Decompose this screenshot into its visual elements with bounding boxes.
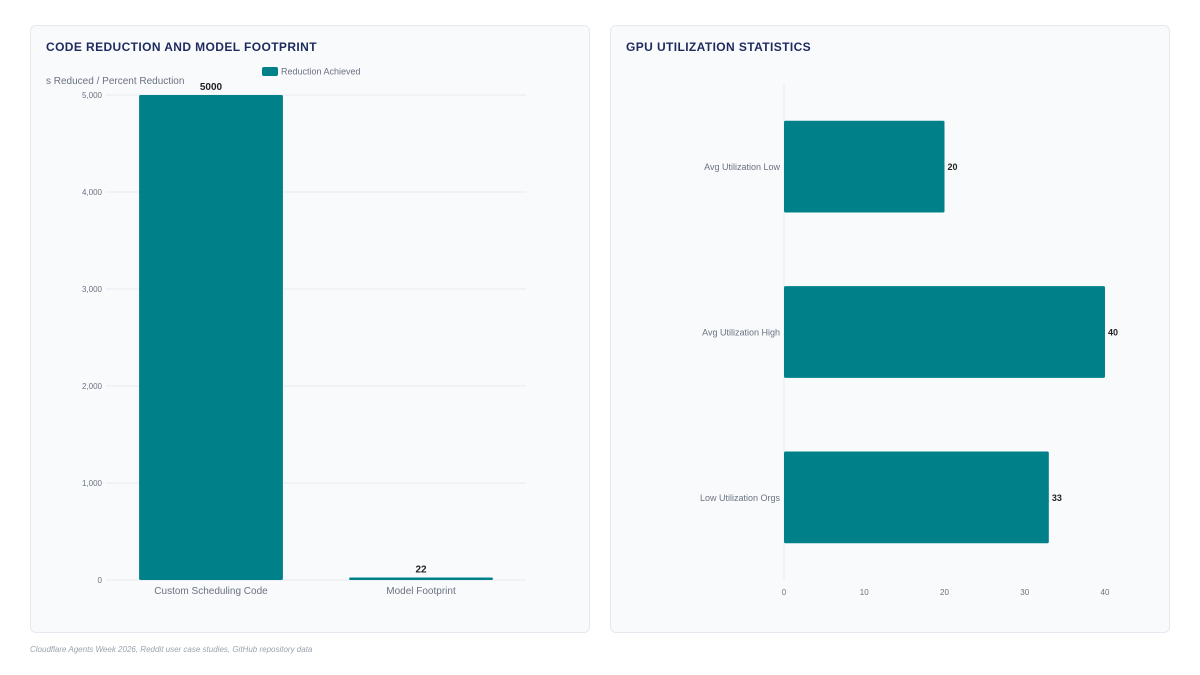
x-tick-label: 30 (1020, 588, 1029, 597)
x-tick-label: 0 (782, 588, 787, 597)
x-tick-label: Custom Scheduling Code (154, 586, 268, 597)
y-tick-label: 3,000 (82, 285, 103, 294)
bar (784, 286, 1105, 378)
panel-title: GPU UTILIZATION STATISTICS (626, 40, 812, 54)
x-tick-label: 20 (940, 588, 949, 597)
y-tick-label: Avg Utilization High (702, 328, 780, 338)
data-label: 5000 (200, 82, 223, 93)
code-reduction-bar-chart: 0 1,000 2,000 3,000 4,000 5,000 s Reduced / Pe… (46, 67, 526, 597)
legend-label: Reduction Achieved (281, 67, 361, 77)
bar (139, 95, 283, 580)
bar (784, 451, 1049, 544)
y-tick-label: 5,000 (82, 91, 103, 100)
data-label: 40 (1108, 328, 1118, 338)
y-tick-label: 0 (98, 576, 103, 585)
bar (349, 577, 493, 580)
y-tick-label: Avg Utilization Low (704, 162, 780, 172)
data-label: 22 (415, 565, 427, 576)
bar (784, 120, 945, 213)
x-tick-label: Model Footprint (386, 586, 456, 597)
data-label: 33 (1052, 493, 1062, 503)
y-tick-label: Low Utilization Orgs (700, 493, 781, 503)
y-axis-label: s Reduced / Percent Reduction (46, 76, 184, 87)
source-note: Cloudflare Agents Week 2026, Reddit user… (30, 645, 313, 654)
y-tick-label: 4,000 (82, 188, 103, 197)
legend-swatch (262, 67, 278, 76)
x-tick-label: 10 (860, 588, 869, 597)
gpu-utilization-bar-chart: 0 10 20 30 40 20 Avg Utilization Low 40 Avg Util… (700, 84, 1118, 597)
gpu-utilization-chart-panel: GPU UTILIZATION STATISTICS 0 10 20 30 40 20 Av… (610, 25, 1170, 633)
panel-title: CODE REDUCTION AND MODEL FOOTPRINT (46, 40, 317, 54)
data-label: 20 (948, 162, 958, 172)
y-tick-label: 2,000 (82, 382, 103, 391)
y-tick-label: 1,000 (82, 479, 103, 488)
x-tick-label: 40 (1101, 588, 1110, 597)
code-reduction-chart-panel: CODE REDUCTION AND MODEL FOOTPRINT 0 1,00… (30, 25, 590, 633)
